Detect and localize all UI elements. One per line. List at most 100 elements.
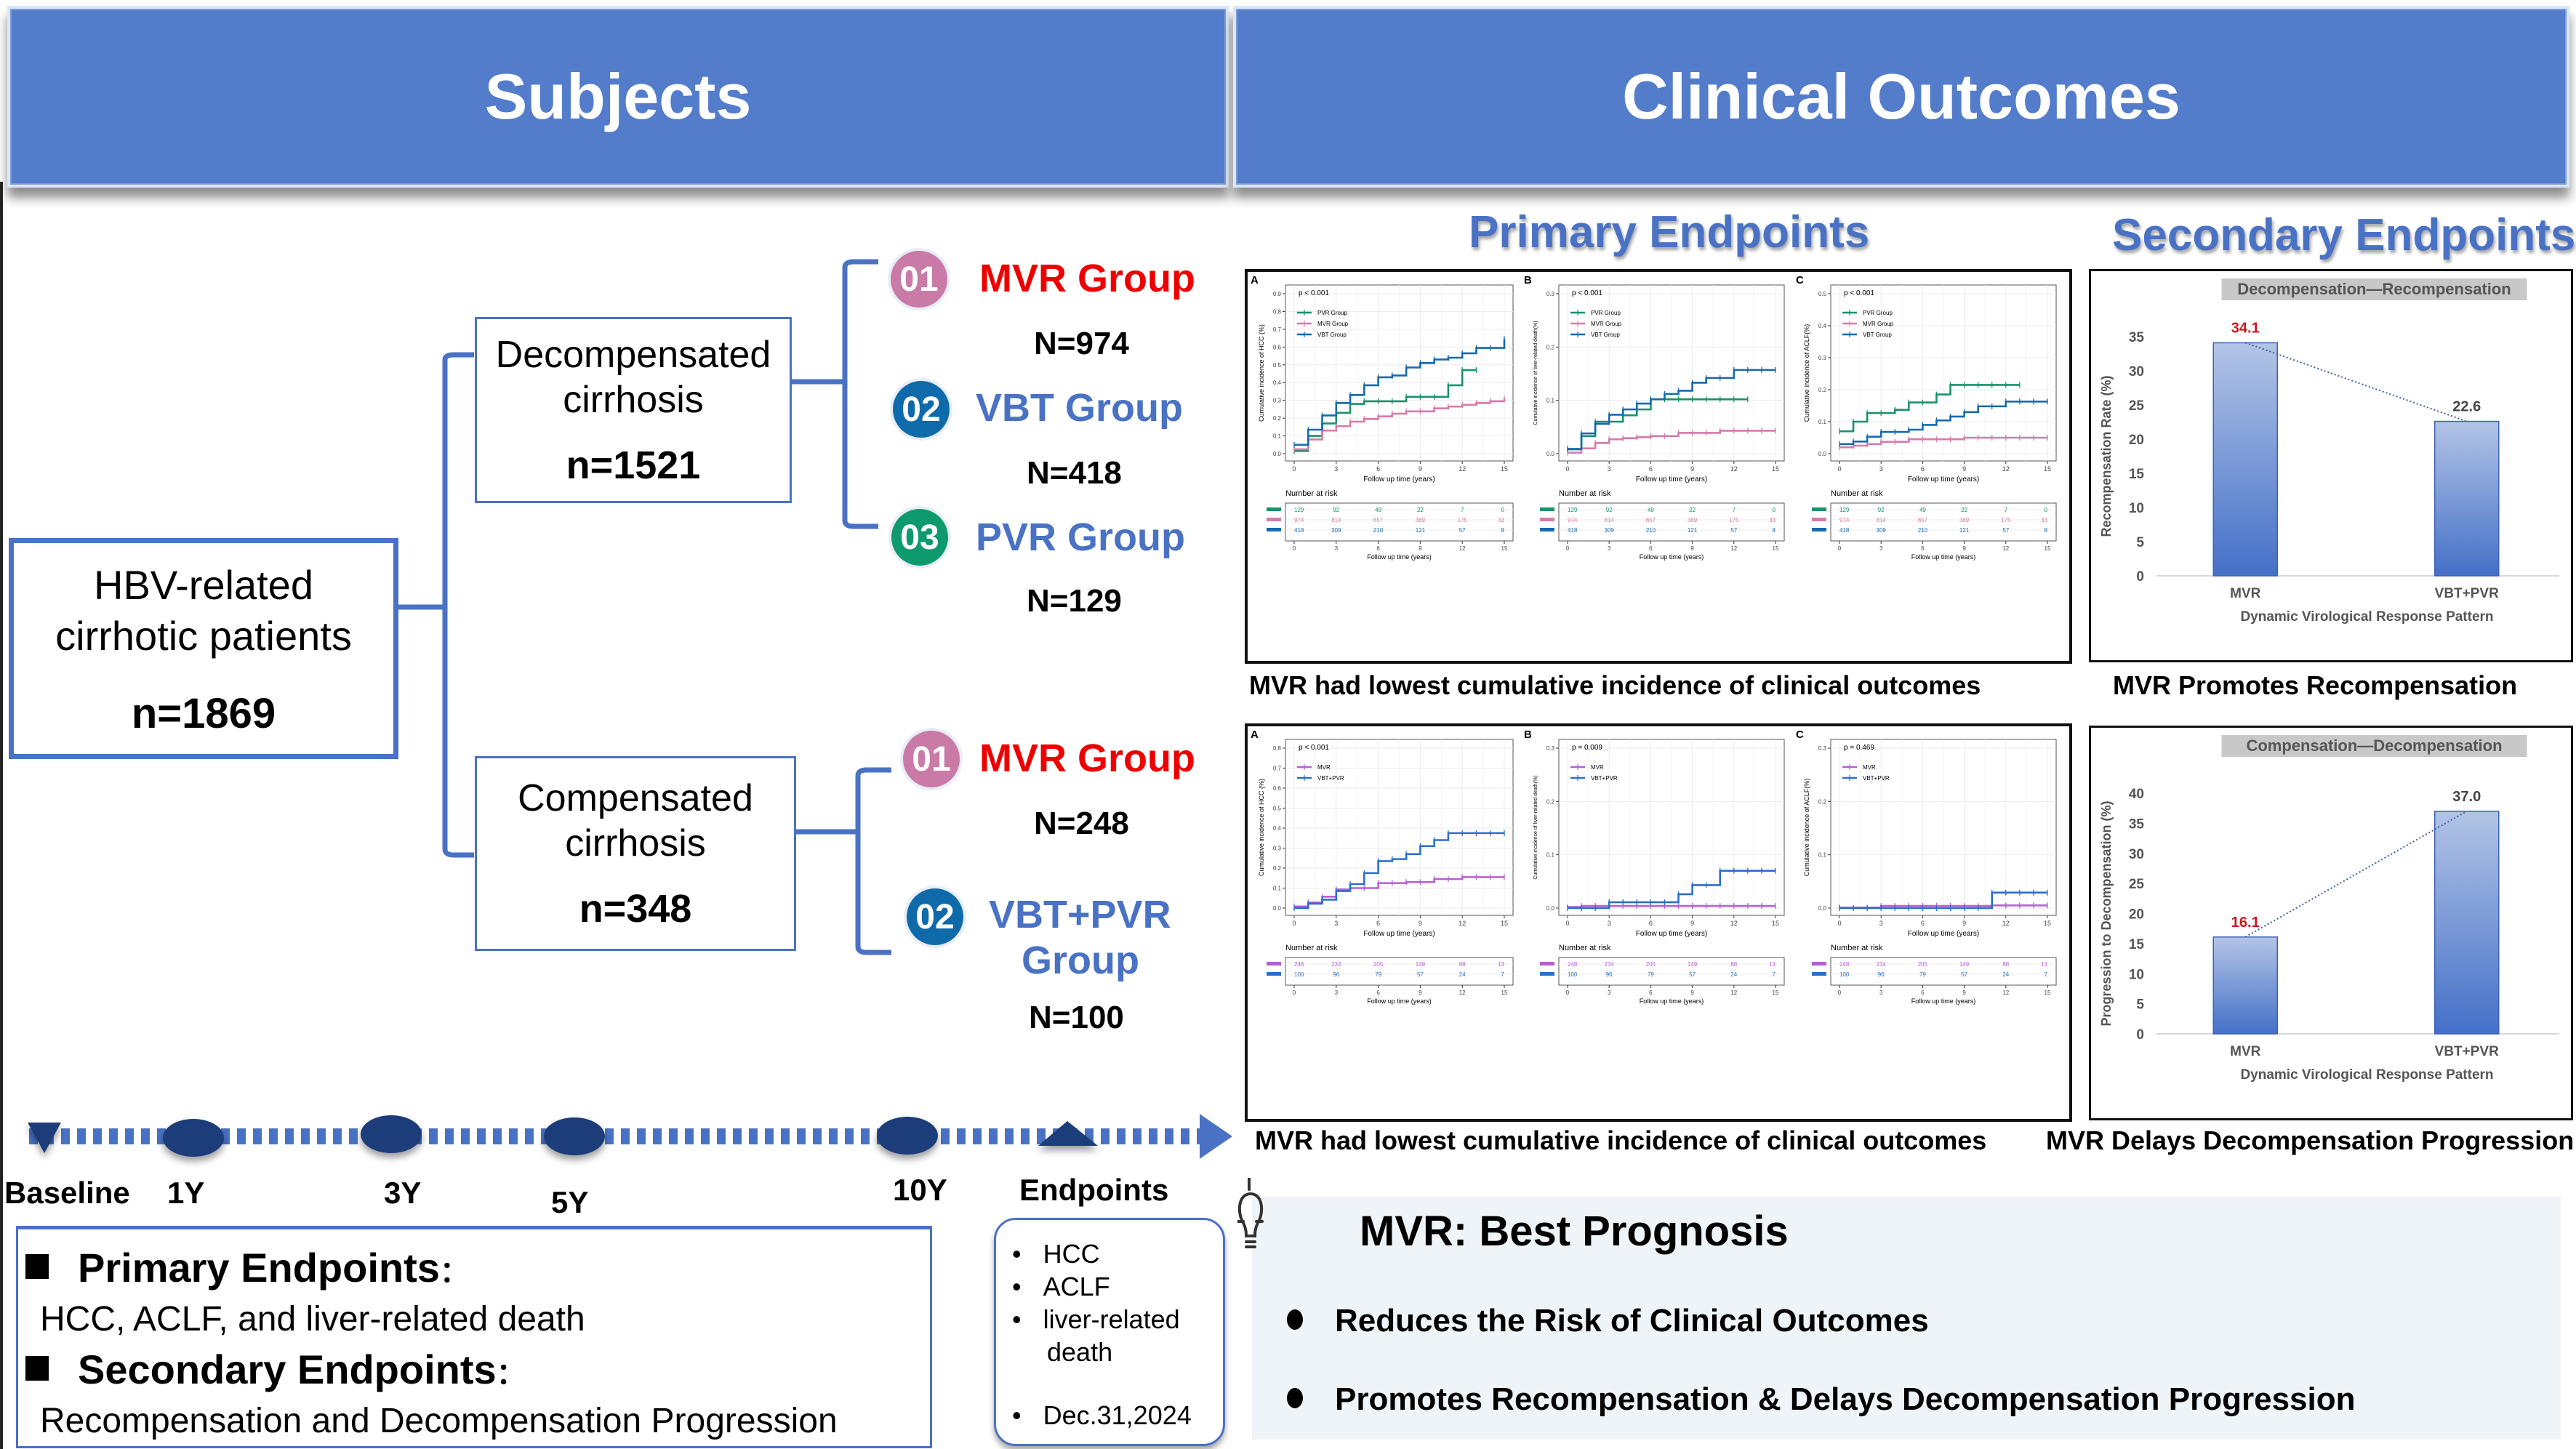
legend-label: MVR Group xyxy=(1317,321,1349,327)
risk-value: 13 xyxy=(1498,961,1504,968)
y-axis-label: Cumulative incidence of liver-related de… xyxy=(1533,321,1538,425)
risk-value: 248 xyxy=(1294,961,1304,968)
risk-x-tick-label: 3 xyxy=(1335,545,1339,552)
x-tick-label: 6 xyxy=(1921,465,1925,473)
timeline-label-10y: 10Y xyxy=(893,1173,947,1207)
y-tick-label: 35 xyxy=(2129,816,2145,832)
y-tick-label: 0.7 xyxy=(1273,766,1282,772)
legend-label: VBT+PVR xyxy=(1591,775,1618,782)
risk-x-tick-label: 0 xyxy=(1566,990,1570,996)
risk-value: 418 xyxy=(1839,527,1850,534)
x-tick-label: 0 xyxy=(1565,920,1569,927)
bar-chart-recompensation: Decompensation—Recompensation 0 5 10 15 20 25 3… xyxy=(2099,278,2559,625)
risk-x-tick-label: 15 xyxy=(1773,545,1779,552)
group-name-pvr: PVR Group xyxy=(976,515,1186,559)
y-tick-label: 0.7 xyxy=(1273,326,1282,333)
subjects-header: Subjects xyxy=(7,6,1229,188)
risk-value: 234 xyxy=(1877,961,1887,968)
panel-label: B xyxy=(1524,274,1532,286)
x-tick-label: 12 xyxy=(2002,920,2010,927)
p-value: p = 0.009 xyxy=(1572,744,1602,752)
risk-value: 79 xyxy=(1375,971,1381,978)
risk-x-tick-label: 12 xyxy=(1459,990,1466,996)
risk-x-tick-label: 0 xyxy=(1293,990,1296,996)
y-axis-label: Cumulative incidence of HCC (%) xyxy=(1258,324,1265,422)
p-value: p < 0.001 xyxy=(1844,289,1874,297)
km-curve-pvr-group xyxy=(1294,369,1477,452)
risk-value: 248 xyxy=(1839,961,1850,968)
square-bullet-icon xyxy=(25,1254,49,1279)
group-name-vbt-pvr-line1: VBT+PVR xyxy=(989,893,1171,936)
caption-bottom-left: MVR had lowest cumulative incidence of c… xyxy=(1255,1125,1987,1155)
y-tick-label: 0.1 xyxy=(1818,419,1827,425)
bar-chart-decompensation: Compensation—Decompensation 0 5 10 15 20 25 30 3… xyxy=(2099,735,2559,1083)
trend-line xyxy=(2244,810,2468,938)
risk-x-axis-label: Follow up time (years) xyxy=(1911,553,1976,561)
bullet-dot-icon xyxy=(1287,1309,1303,1330)
panel-label: C xyxy=(1796,728,1804,741)
risk-row-swatch xyxy=(1267,528,1281,531)
legend-label: MVR xyxy=(1591,764,1604,771)
risk-value: 210 xyxy=(1646,527,1656,534)
risk-value: 309 xyxy=(1331,527,1341,534)
secondary-endpoints-title: Secondary Endpoints xyxy=(2112,210,2576,260)
risk-value: 24 xyxy=(1459,971,1466,978)
x-tick-label: 9 xyxy=(1962,465,1966,473)
y-tick-label: 0.1 xyxy=(1273,886,1282,892)
risk-row-swatch xyxy=(1267,962,1281,966)
risk-x-tick-label: 0 xyxy=(1566,545,1570,552)
x-tick-label: 0 xyxy=(1292,920,1296,927)
risk-value: 92 xyxy=(1606,507,1613,513)
y-tick-label: 0 xyxy=(2136,1027,2144,1043)
group-name-mvr: MVR Group xyxy=(979,736,1195,780)
y-tick-label: 15 xyxy=(2129,937,2145,952)
y-axis-label: Cumulative incidence of ACLF(%) xyxy=(1803,779,1810,877)
y-tick-label: 0.1 xyxy=(1546,398,1555,404)
group-name-vbt: VBT Group xyxy=(976,386,1183,430)
km-curve-pvr-group xyxy=(1839,384,2020,433)
risk-x-tick-label: 15 xyxy=(1773,990,1779,996)
risk-value: 149 xyxy=(1959,961,1970,968)
risk-value: 96 xyxy=(1878,971,1885,978)
risk-value: 57 xyxy=(2002,527,2009,534)
legend-label: VBT+PVR xyxy=(1317,775,1344,782)
risk-row-swatch xyxy=(1267,518,1281,521)
panel-label: A xyxy=(1251,274,1259,286)
y-tick-label: 0.1 xyxy=(1273,433,1282,440)
caption-top-right: MVR Promotes Recompensation xyxy=(2113,670,2518,700)
y-tick-label: 0.3 xyxy=(1818,355,1827,361)
badge-01: 01 xyxy=(903,731,960,787)
endpoint-item: • ACLF xyxy=(1012,1272,1110,1301)
bar-mvr xyxy=(2212,936,2278,1035)
risk-value: 22 xyxy=(1417,507,1424,513)
km-chart-top-liver-death: B 0.0 0.1 0.2 0.3 0 3 6 9 12 15 Follow up time (yea… xyxy=(1524,274,1785,561)
risk-x-tick-label: 9 xyxy=(1962,990,1966,996)
y-axis-label: Recompensation Rate (%) xyxy=(2099,375,2114,537)
x-tick-label: 0 xyxy=(1837,465,1841,473)
compensated-count: n=348 xyxy=(579,887,692,931)
x-axis-label: Follow up time (years) xyxy=(1363,475,1435,483)
risk-x-tick-label: 15 xyxy=(2045,545,2051,552)
risk-value: 7 xyxy=(1773,971,1776,978)
risk-x-axis-label: Follow up time (years) xyxy=(1367,998,1432,1005)
y-tick-label: 0.9 xyxy=(1273,291,1282,297)
decompensated-label-line2: cirrhosis xyxy=(563,379,704,421)
risk-value: 121 xyxy=(1959,527,1970,534)
endpoint-item: • Dec.31,2024 xyxy=(1012,1400,1192,1430)
risk-x-tick-label: 0 xyxy=(1293,545,1296,552)
endpoint-item: • liver-related xyxy=(1012,1304,1180,1334)
risk-value: 234 xyxy=(1605,961,1615,968)
risk-value: 96 xyxy=(1606,971,1613,978)
risk-value: 57 xyxy=(1961,971,1967,978)
risk-value: 13 xyxy=(2041,961,2047,968)
x-tick-label: 6 xyxy=(1649,465,1653,473)
bar-value-label: 22.6 xyxy=(2452,399,2481,415)
risk-value: 175 xyxy=(1729,517,1739,523)
risk-x-tick-label: 6 xyxy=(1649,545,1653,552)
y-tick-label: 0.5 xyxy=(1818,291,1827,297)
y-tick-label: 0.3 xyxy=(1273,846,1282,852)
risk-value: 7 xyxy=(2005,507,2008,513)
x-tick-label: 6 xyxy=(1376,920,1380,927)
risk-row-swatch xyxy=(1812,528,1826,531)
y-tick-label: 10 xyxy=(2129,501,2144,516)
